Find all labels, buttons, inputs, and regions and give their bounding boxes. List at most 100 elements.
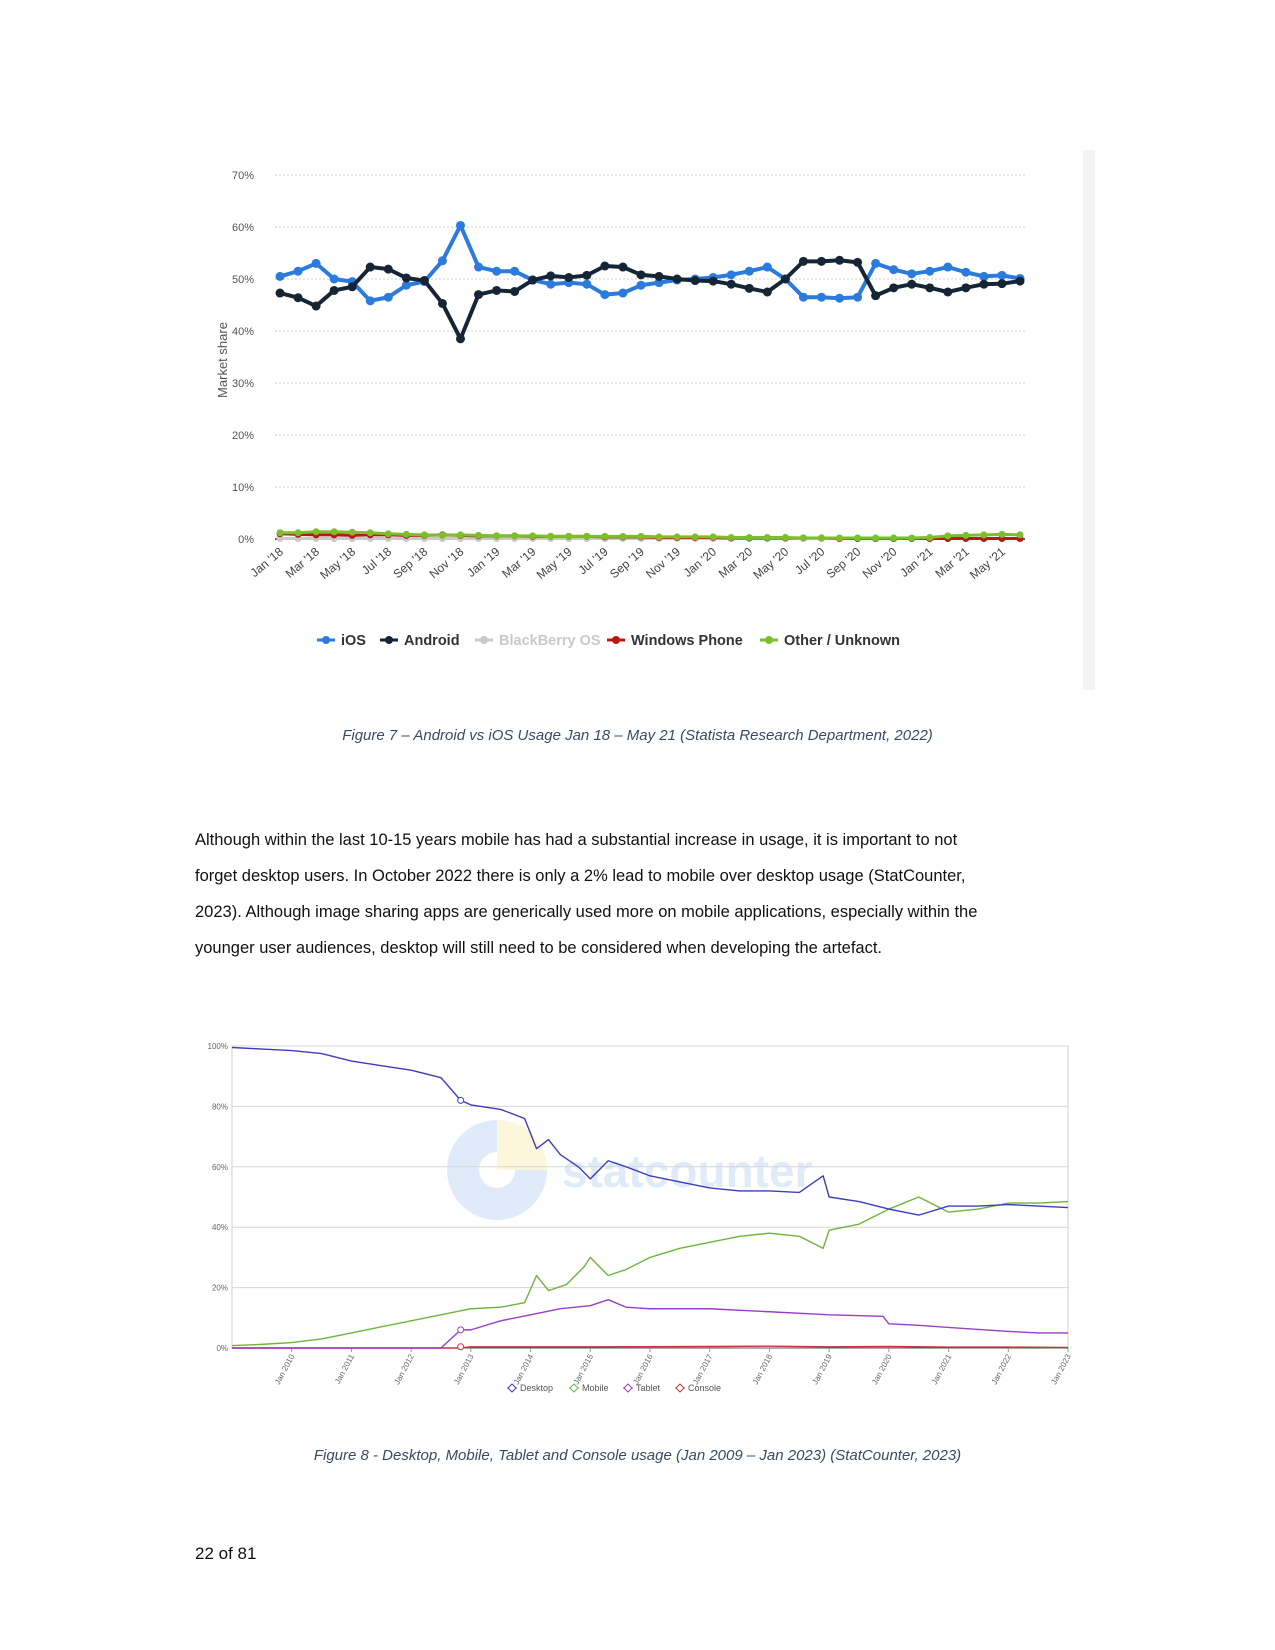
y-tick-label: 70% <box>232 170 254 182</box>
data-point <box>709 533 717 541</box>
y-tick-label: 80% <box>212 1102 228 1111</box>
legend-marker <box>569 1383 579 1393</box>
data-point <box>816 292 826 302</box>
data-point <box>383 292 393 302</box>
data-point <box>330 528 338 536</box>
data-point <box>383 264 393 274</box>
figure-7-caption: Figure 7 – Android vs iOS Usage Jan 18 –… <box>342 727 933 744</box>
data-point <box>276 529 284 537</box>
y-tick-label: 40% <box>232 326 254 338</box>
legend-label: Desktop <box>520 1383 553 1393</box>
data-point <box>655 533 663 541</box>
data-point <box>547 532 555 540</box>
data-point <box>925 266 935 276</box>
legend-marker <box>480 636 488 644</box>
data-point <box>402 530 410 538</box>
data-point <box>493 532 501 540</box>
data-point <box>762 262 772 272</box>
data-point <box>438 531 446 539</box>
paragraph-line: forget desktop users. In October 2022 th… <box>195 867 966 885</box>
data-point <box>311 301 321 311</box>
data-point <box>492 285 502 295</box>
data-point <box>672 274 682 284</box>
data-point <box>419 276 429 286</box>
series-line-desktop <box>231 1046 1069 1216</box>
data-point <box>582 270 592 280</box>
legend-item-tablet: Tablet <box>623 1383 661 1393</box>
data-point <box>871 258 881 268</box>
tablet-marker <box>457 1326 465 1334</box>
page-number: 22 of 81 <box>195 1544 257 1563</box>
data-point <box>600 261 610 271</box>
y-tick-label: 20% <box>232 430 254 442</box>
data-point <box>401 273 411 283</box>
series-line-console <box>232 1345 1069 1349</box>
data-point <box>763 533 771 541</box>
data-point <box>744 283 754 293</box>
data-point <box>511 532 519 540</box>
data-point <box>492 266 502 276</box>
data-point <box>528 275 538 285</box>
data-point <box>727 533 735 541</box>
data-point <box>437 256 447 266</box>
data-point <box>943 287 953 297</box>
data-point <box>980 531 988 539</box>
figure-7-chart: 0% 10% 20% 30% 40% 50% 60% 70% Market share Jan… <box>205 150 1095 690</box>
data-point <box>690 276 700 286</box>
y-tick-label: 0% <box>238 534 254 546</box>
y-tick-label: 10% <box>232 482 254 494</box>
data-point <box>997 279 1007 289</box>
data-point <box>944 532 952 540</box>
legend-item-blackberry-os: BlackBerry OS <box>475 633 601 649</box>
data-point <box>907 279 917 289</box>
legend-item-android: Android <box>380 633 460 649</box>
data-point <box>348 528 356 536</box>
data-point <box>583 532 591 540</box>
legend-label: Console <box>688 1383 721 1393</box>
data-point <box>762 287 772 297</box>
legend-marker <box>322 636 330 644</box>
data-point <box>329 274 339 284</box>
data-point <box>925 283 935 293</box>
data-point <box>853 257 863 267</box>
statcounter-watermark: statcounter <box>447 1120 813 1220</box>
data-point <box>726 270 736 280</box>
y-tick-label: 30% <box>232 378 254 390</box>
data-point <box>329 285 339 295</box>
y-tick-label: 100% <box>208 1042 228 1051</box>
data-point <box>293 266 303 276</box>
data-point <box>854 534 862 542</box>
data-point <box>997 270 1007 280</box>
legend-item-ios: iOS <box>317 633 366 649</box>
legend-marker <box>612 636 620 644</box>
paragraph-line: 2023). Although image sharing apps are g… <box>195 903 978 921</box>
watermark-logo-icon <box>447 1120 547 1220</box>
figure-8-caption: Figure 8 - Desktop, Mobile, Tablet and C… <box>313 1447 962 1464</box>
data-point <box>293 293 303 303</box>
platform-usage-line-chart: statcounter 0%20%40%60%80%100% Jan 2010 J… <box>192 1025 1077 1415</box>
legend-label: BlackBerry OS <box>499 633 601 649</box>
paragraph-line: Although within the last 10-15 years mob… <box>195 831 958 849</box>
data-point <box>365 296 375 306</box>
y-tick-label: 60% <box>232 222 254 234</box>
series-line-tablet <box>232 1298 1068 1349</box>
legend-label: Windows Phone <box>631 633 743 649</box>
data-point <box>275 288 285 298</box>
data-point <box>475 531 483 539</box>
data-point <box>835 255 845 265</box>
legend-item-mobile: Mobile <box>569 1383 609 1393</box>
data-point <box>943 262 953 272</box>
data-point <box>510 286 520 296</box>
data-point <box>673 533 681 541</box>
paragraph-line: younger user audiences, desktop will sti… <box>195 939 883 957</box>
data-point <box>780 274 790 284</box>
data-point <box>437 298 447 308</box>
data-point <box>529 532 537 540</box>
data-point <box>998 530 1006 538</box>
data-point <box>455 220 465 230</box>
data-point <box>564 272 574 282</box>
data-point <box>907 269 917 279</box>
watermark-text: statcounter <box>562 1145 813 1197</box>
data-point <box>618 288 628 298</box>
ios-android-line-chart: 0%10%20%30%40%50%60%70% Market share Jan… <box>205 150 1095 690</box>
